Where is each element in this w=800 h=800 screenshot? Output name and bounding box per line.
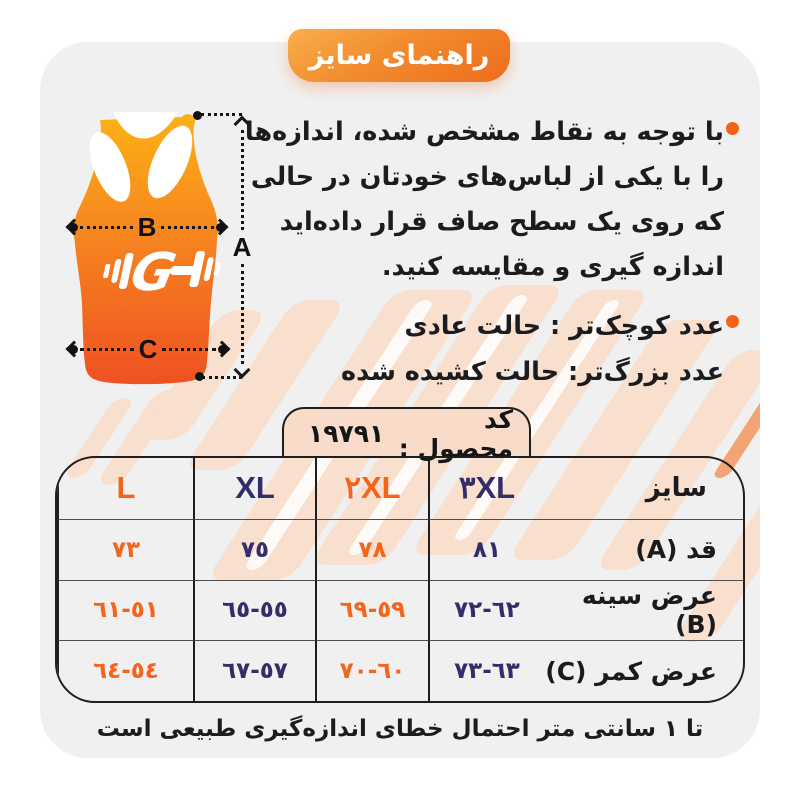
dotted-line [240,130,244,230]
measure-label-c: C [138,334,158,364]
dotted-line [162,347,216,351]
instruction-line: را با یکی از لباس‌های خودتان در حالی [250,162,724,192]
instruction-line: اندازه گیری و مقایسه کنید. [381,252,724,282]
measure-point [69,223,78,232]
instruction-paragraph-1: با توجه به نقاط مشخص شده، اندازه‌ها را ب… [244,110,724,290]
instruction-line: که روی یک سطح صاف قرار داده‌اید [279,207,724,237]
instruction-line: عدد بزرگ‌تر: حالت کشیده شده [341,357,724,387]
table-cell: ٥٥-٦٥ [193,579,315,641]
armhole-cutout-right [147,125,193,199]
measure-line-c: C [65,334,231,364]
dotted-line [80,347,134,351]
row-label-chest: عرض سینه (B) [544,579,743,641]
table-cell: ٥٤-٦٤ [57,640,193,701]
dotted-connector-top [201,113,242,116]
size-guide-badge: راهنمای سایز [288,29,510,82]
product-code-box: کد محصول : ١٩٧٩١ [282,405,531,463]
table-header-l: L [57,458,193,519]
table-cell: ٦٢-٧٢ [428,579,544,641]
table-cell: ٧٨ [315,518,428,580]
table-cell: ٥١-٦١ [57,579,193,641]
instruction-line: با توجه به نقاط مشخص شده، اندازه‌ها [244,117,724,147]
row-label-waist: عرض کمر (C) [544,640,743,701]
measure-point [216,223,225,232]
measure-line-b: B [65,212,229,242]
instruction-line: عدد کوچک‌تر : حالت عادی [404,311,724,341]
table-cell: ٦٠-٧٠ [315,640,428,701]
table-cell: ٦٣-٧٣ [428,640,544,701]
table-header-size: سایز [645,473,707,504]
table-cell: ٧٥ [193,518,315,580]
dotted-line [80,225,133,229]
measure-point [193,111,202,120]
measure-label-b: B [137,212,157,242]
badge-label: راهنمای سایز [308,40,490,71]
measure-point [218,345,227,354]
table-cell: ٥٩-٦٩ [315,579,428,641]
table-header-xl: XL [193,458,315,519]
instruction-paragraph-2: عدد کوچک‌تر : حالت عادی عدد بزرگ‌تر: حال… [264,303,724,395]
table-header-2xl: ٢XL [315,458,428,519]
dotted-line [240,264,244,364]
tank-top-illustration: G [73,112,221,385]
armhole-cutout-left [89,132,131,202]
size-table: سایز ٣XL ٢XL XL L قد (A) ٨١ ٧٨ ٧٥ ٧٣ عرض… [55,456,745,703]
table-cell: ٥٧-٦٧ [193,640,315,701]
row-label-height: قد (A) [544,518,743,580]
measure-point [69,345,78,354]
dotted-line [161,225,214,229]
bullet-icon [726,315,739,328]
measure-label-a: A [232,232,252,262]
dotted-connector-bottom [202,376,242,379]
table-header-3xl: ٣XL [428,458,544,519]
table-cell: ٧٣ [57,518,193,580]
neck-cutout [114,112,178,139]
bullet-icon [726,122,739,135]
measure-point [195,372,204,381]
table-cell: ٨١ [428,518,544,580]
arrow-down-icon [233,361,251,379]
product-code-label: کد محصول : [398,404,513,463]
footnote: تا ١ سانتی متر احتمال خطای اندازه‌گیری ط… [96,716,704,742]
measure-line-a: A [229,115,255,379]
product-code-value: ١٩٧٩١ [308,419,385,448]
